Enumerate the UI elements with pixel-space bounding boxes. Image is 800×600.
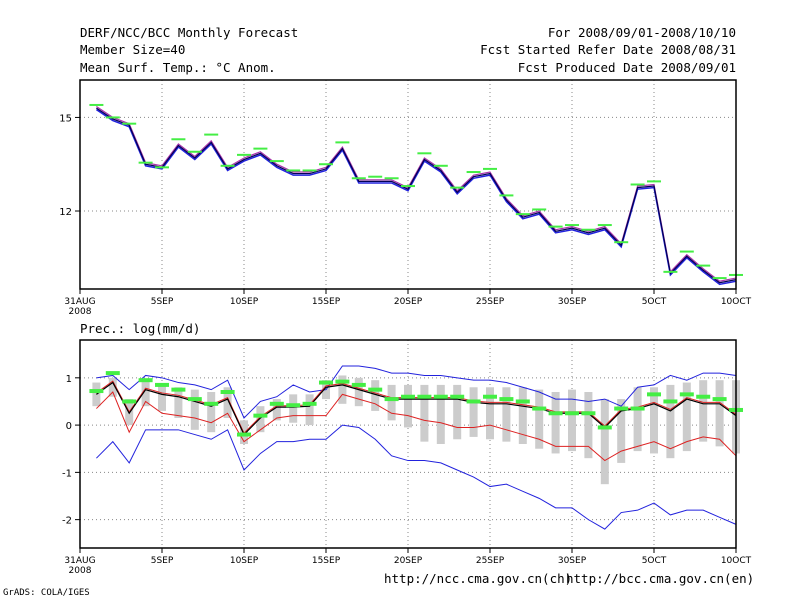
x-tick-label: 10SEP [230,297,259,307]
ensemble-mean-line [96,381,737,436]
x-tick-label: 30SEP [558,556,587,566]
spread-box [158,384,166,411]
spread-box [535,389,544,449]
spread-box [256,406,265,433]
year-label: 2008 [69,566,92,576]
spread-box [682,382,691,452]
x-tick-label: 10OCT [721,297,752,307]
precipitation-panel: -2 -1 0 1 31AUG 5SEP 10SEP 15SEP 20SEP 25SEP 30SEP… [62,339,752,576]
spread-box [436,384,445,444]
spread-box [420,384,429,442]
x-tick-label: 5OCT [642,297,667,307]
x-tick-label: 25SEP [476,556,505,566]
x-tick-label: 5SEP [151,297,174,307]
spread-box [272,399,281,421]
x-tick-label: 25SEP [476,297,505,307]
spread-box [502,387,511,442]
x-tick-label: 20SEP [394,297,423,307]
spread-box [699,380,708,442]
spread-box [141,380,150,407]
x-tick-label: 10OCT [721,556,752,566]
spread-box [387,384,396,421]
spread-box [633,387,642,452]
forecast-period: For 2008/09/01-2008/10/10 [547,25,736,40]
x-tick-label: 10SEP [230,556,259,566]
spread-box [666,384,675,459]
forecast-title: DERF/NCC/BCC Monthly Forecast [80,25,299,40]
produced-date: Fcst Produced Date 2008/09/01 [517,60,736,75]
x-tick-label: 30SEP [558,297,587,307]
start-ref-date: Fcst Started Refer Date 2008/08/31 [480,42,736,57]
url-en-link[interactable]: http://bcc.cma.gov.cn(en) [566,571,755,586]
lower-member-line [95,109,737,286]
variable-label: Mean Surf. Temp.: °C Anom. [80,60,276,75]
year-label: 2008 [69,307,92,317]
precip-title: Prec.: log(mm/d) [80,321,200,336]
ensemble-mean-line [96,107,737,284]
x-tick-label: 31AUG [64,297,95,307]
spread-box [584,392,593,459]
temperature-panel: 12 15 31AUG 5SEP 10SEP 15SEP 20SEP 25SEP 30SEP 5O… [59,79,752,317]
spread-box [453,384,462,440]
ensemble-max-line [96,365,737,419]
spread-box [108,377,117,397]
url-ch-link[interactable]: http://ncc.cma.gov.cn(ch) [384,571,573,586]
spread-box [289,394,298,423]
grads-credit: GrADS: COLA/IGES [3,588,90,598]
y-tick-label: -2 [62,516,72,527]
y-tick-label: -1 [62,468,72,479]
spread-box [305,394,314,426]
lower-percentile-line [96,391,737,462]
ensemble-min-line [96,424,737,530]
member-size-label: Member Size=40 [80,42,186,57]
spread-box [354,377,363,407]
x-tick-label: 5SEP [151,556,174,566]
y-tick-label: 0 [66,421,72,432]
y-tick-label: 12 [59,207,72,218]
spread-box [486,387,494,440]
x-tick-label: 15SEP [312,556,341,566]
spread-box [715,380,724,447]
spread-box [650,387,658,454]
spread-box [568,389,576,452]
spread-box [404,384,412,428]
spread-box [469,387,478,437]
y-tick-label: 15 [59,113,72,124]
x-tick-label: 31AUG [64,556,95,566]
upper-member-line [96,106,737,282]
x-tick-label: 15SEP [312,297,341,307]
spread-box [207,392,216,433]
spread-box [617,399,626,463]
spread-box [174,387,183,418]
spread-box [190,389,199,430]
x-tick-label: 5OCT [642,556,667,566]
mean-red-line [96,380,737,434]
spread-box [371,380,380,411]
spread-box [551,392,560,454]
spread-box [223,387,232,418]
spread-box [338,375,347,404]
spread-box [600,399,609,485]
spread-box [518,387,527,444]
y-tick-label: 1 [66,374,72,385]
x-tick-label: 20SEP [394,556,423,566]
